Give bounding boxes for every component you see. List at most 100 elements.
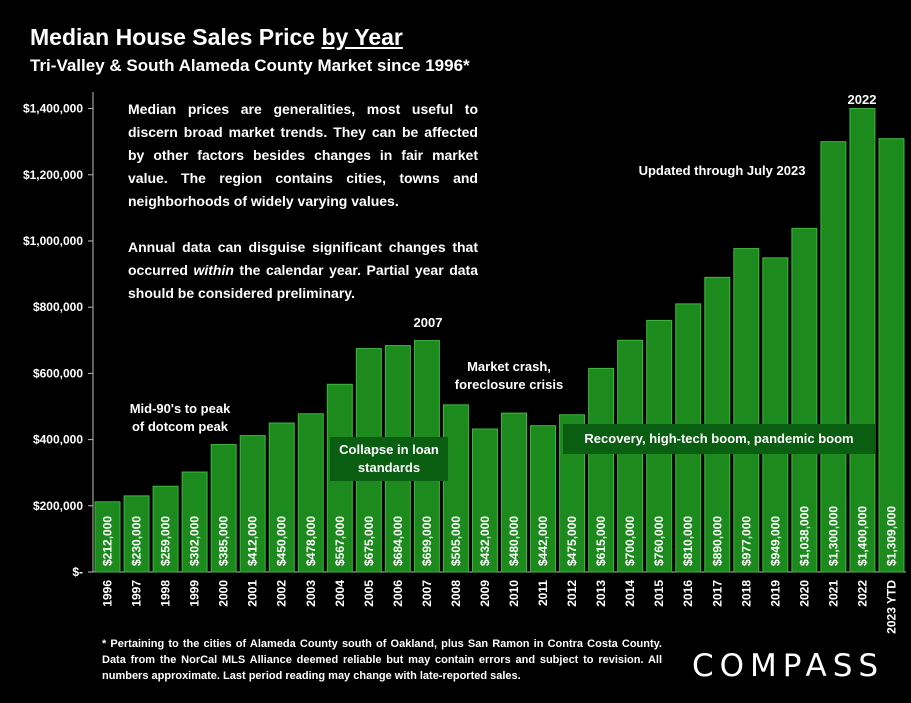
x-tick-label: 2018 — [739, 580, 753, 607]
x-tick-label: 2001 — [246, 580, 260, 607]
x-tick-label: 2003 — [304, 580, 318, 607]
bar — [849, 108, 876, 573]
x-tick-label: 2006 — [391, 580, 405, 607]
bar — [123, 495, 150, 573]
bar-value-label: $1,309,000 — [884, 506, 898, 566]
bar-value-label: $977,000 — [739, 516, 753, 566]
bar-value-label: $810,000 — [681, 516, 695, 566]
x-tick-label: 1997 — [130, 580, 144, 607]
annotation-crash-2: foreclosure crisis — [455, 377, 563, 392]
bar — [297, 413, 324, 573]
bar — [530, 425, 557, 573]
bar-value-label: $505,000 — [449, 516, 463, 566]
bar — [501, 412, 528, 573]
y-tick-label: $1,200,000 — [23, 168, 83, 182]
bar-value-label: $1,300,000 — [826, 506, 840, 566]
bar — [239, 435, 266, 573]
annotation-collapse-box: Collapse in loan standards — [330, 437, 448, 481]
x-tick-label: 2013 — [594, 580, 608, 607]
x-tick-label: 2012 — [565, 580, 579, 607]
chart-subtitle: Tri-Valley & South Alameda County Market… — [30, 56, 470, 75]
bar — [210, 444, 237, 573]
bar — [791, 227, 818, 573]
annotation-crash-1: Market crash, — [467, 359, 551, 374]
bar-value-label: $675,000 — [362, 516, 376, 566]
x-tick-label: 1998 — [159, 580, 173, 607]
bar-value-label: $259,000 — [159, 516, 173, 566]
x-tick-label: 1999 — [188, 580, 202, 607]
bar-value-label: $1,400,000 — [855, 506, 869, 566]
x-tick-label: 1996 — [101, 580, 115, 607]
bar-value-label: $949,000 — [768, 516, 782, 566]
y-tick-label: $800,000 — [33, 300, 83, 314]
x-tick-label: 2004 — [333, 580, 347, 607]
x-tick-label: 2010 — [507, 580, 521, 607]
bar-value-label: $302,000 — [188, 516, 202, 566]
x-axis: 1996 1997 1998 1999 2000 2001 2002 2003 2004 2005… — [101, 580, 899, 634]
value-labels: $212,000 $230,000 $259,000 $302,000 $385,000… — [101, 506, 899, 566]
bar-value-label: $480,000 — [507, 516, 521, 566]
bar-value-label: $475,000 — [565, 516, 579, 566]
bar-value-label: $212,000 — [101, 516, 115, 566]
chart-title: Median House Sales Price by Year — [30, 24, 403, 51]
x-tick-label: 2021 — [826, 580, 840, 607]
annotation-peak-2007: 2007 — [414, 315, 443, 330]
annotation-recovery-box: Recovery, high-tech boom, pandemic boom — [563, 424, 875, 454]
x-tick-label: 2007 — [420, 580, 434, 607]
bar-value-label: $567,000 — [333, 516, 347, 566]
bar-value-label: $442,000 — [536, 516, 550, 566]
x-tick-label: 2019 — [768, 580, 782, 607]
y-tick-label: $400,000 — [33, 433, 83, 447]
bar-value-label: $230,000 — [130, 516, 144, 566]
x-tick-label: 2011 — [536, 580, 550, 606]
bar — [762, 257, 789, 573]
bar-value-label: $615,000 — [594, 516, 608, 566]
y-tick-label: $- — [72, 565, 83, 579]
x-tick-label: 2015 — [652, 580, 666, 607]
y-tick-label: $1,000,000 — [23, 234, 83, 248]
footnote: * Pertaining to the cities of Alameda Co… — [102, 638, 662, 682]
bar — [820, 141, 847, 573]
x-tick-label: 2023 YTD — [884, 580, 898, 634]
bar — [442, 404, 469, 573]
compass-logo: COMPASS — [692, 648, 885, 684]
annotation-dotcom-2: of dotcom peak — [132, 419, 229, 434]
x-tick-label: 2008 — [449, 580, 463, 607]
bar-value-label: $450,000 — [275, 516, 289, 566]
bar — [733, 248, 760, 573]
x-tick-label: 2002 — [275, 580, 289, 607]
x-tick-label: 2014 — [623, 580, 637, 607]
x-tick-label: 2022 — [855, 580, 869, 607]
bar-value-label: $1,038,000 — [797, 506, 811, 566]
bar-value-label: $760,000 — [652, 516, 666, 566]
bar — [268, 422, 295, 573]
x-tick-label: 2016 — [681, 580, 695, 607]
x-tick-label: 2005 — [362, 580, 376, 607]
y-tick-label: $200,000 — [33, 499, 83, 513]
bar-value-label: $684,000 — [391, 516, 405, 566]
x-tick-label: 2020 — [797, 580, 811, 607]
annotation-dotcom-1: Mid-90's to peak — [130, 401, 231, 416]
title-main: Median House Sales Price — [30, 24, 322, 50]
title-underlined: by Year — [321, 24, 403, 50]
x-tick-label: 2000 — [217, 580, 231, 607]
bar — [152, 485, 179, 573]
annotations: Mid-90's to peak of dotcom peak 2007 Mar… — [130, 92, 877, 434]
bar — [617, 339, 644, 573]
note-paragraph-2: Annual data can disguise significant cha… — [128, 239, 478, 301]
bar-value-label: $478,000 — [304, 516, 318, 566]
y-tick-label: $1,400,000 — [23, 102, 83, 116]
bar — [588, 367, 615, 573]
annotation-peak-2022: 2022 — [848, 92, 877, 107]
bar-value-label: $432,000 — [478, 516, 492, 566]
x-tick-label: 2009 — [478, 580, 492, 607]
explanatory-note: Median prices are generalities, most use… — [128, 98, 478, 305]
y-tick-label: $600,000 — [33, 366, 83, 380]
bar — [94, 501, 121, 573]
y-axis: $- $200,000 $400,000 $600,000 $800,000 $1,000… — [23, 92, 906, 579]
bar-value-label: $890,000 — [710, 516, 724, 566]
annotation-updated: Updated through July 2023 — [639, 163, 806, 178]
note-paragraph-1: Median prices are generalities, most use… — [128, 101, 478, 209]
x-tick-label: 2017 — [710, 580, 724, 607]
bar — [878, 138, 905, 573]
